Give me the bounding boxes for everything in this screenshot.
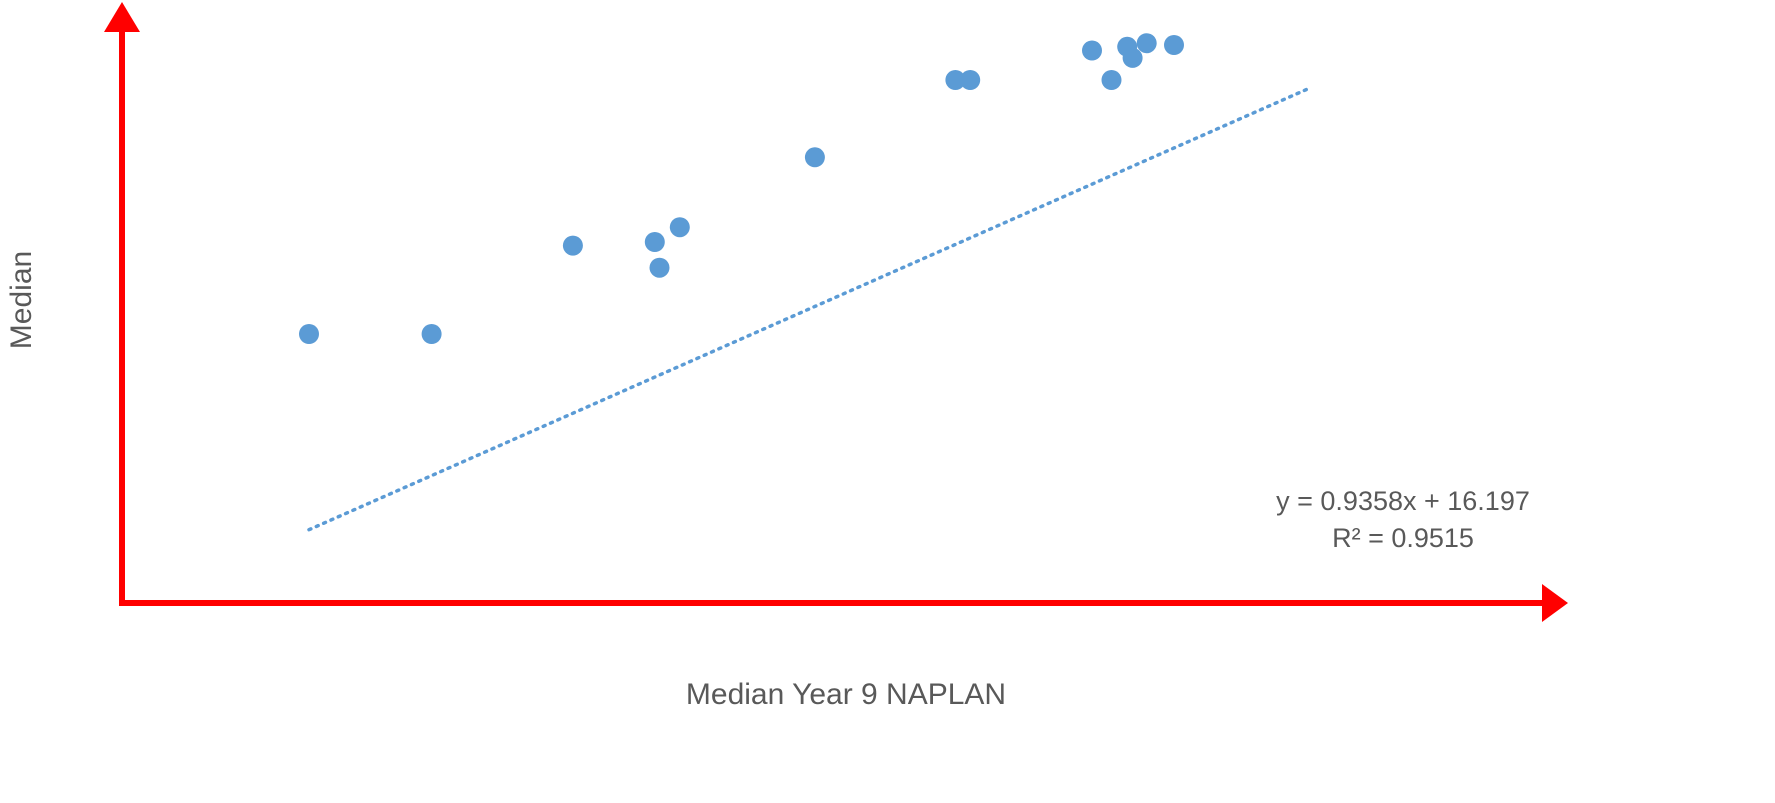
y-axis-title: Median [5, 251, 38, 349]
data-point-15 [1164, 35, 1184, 55]
trendline-r-squared: R² = 0.9515 [1332, 523, 1474, 553]
data-point-6 [669, 217, 690, 238]
data-point-5 [649, 257, 670, 278]
trendline [307, 86, 1311, 532]
data-point-4 [644, 232, 665, 252]
trendline-equation: y = 0.9358x + 16.197 [1276, 486, 1530, 516]
data-point-2 [421, 324, 442, 344]
data-point-14 [1136, 33, 1157, 54]
x-axis-title: Median Year 9 NAPLAN [686, 678, 1006, 711]
data-point-3 [562, 235, 583, 256]
data-point-9 [960, 70, 981, 90]
data-point-10 [1082, 40, 1102, 61]
data-point-8 [945, 70, 966, 90]
x-axis-arrowhead [1542, 584, 1568, 622]
data-point-7 [804, 147, 825, 168]
data-point-13 [1122, 47, 1143, 68]
data-point-1 [299, 324, 319, 344]
data-points [299, 33, 1184, 344]
data-point-11 [1101, 70, 1122, 90]
y-axis-arrowhead [104, 2, 140, 32]
